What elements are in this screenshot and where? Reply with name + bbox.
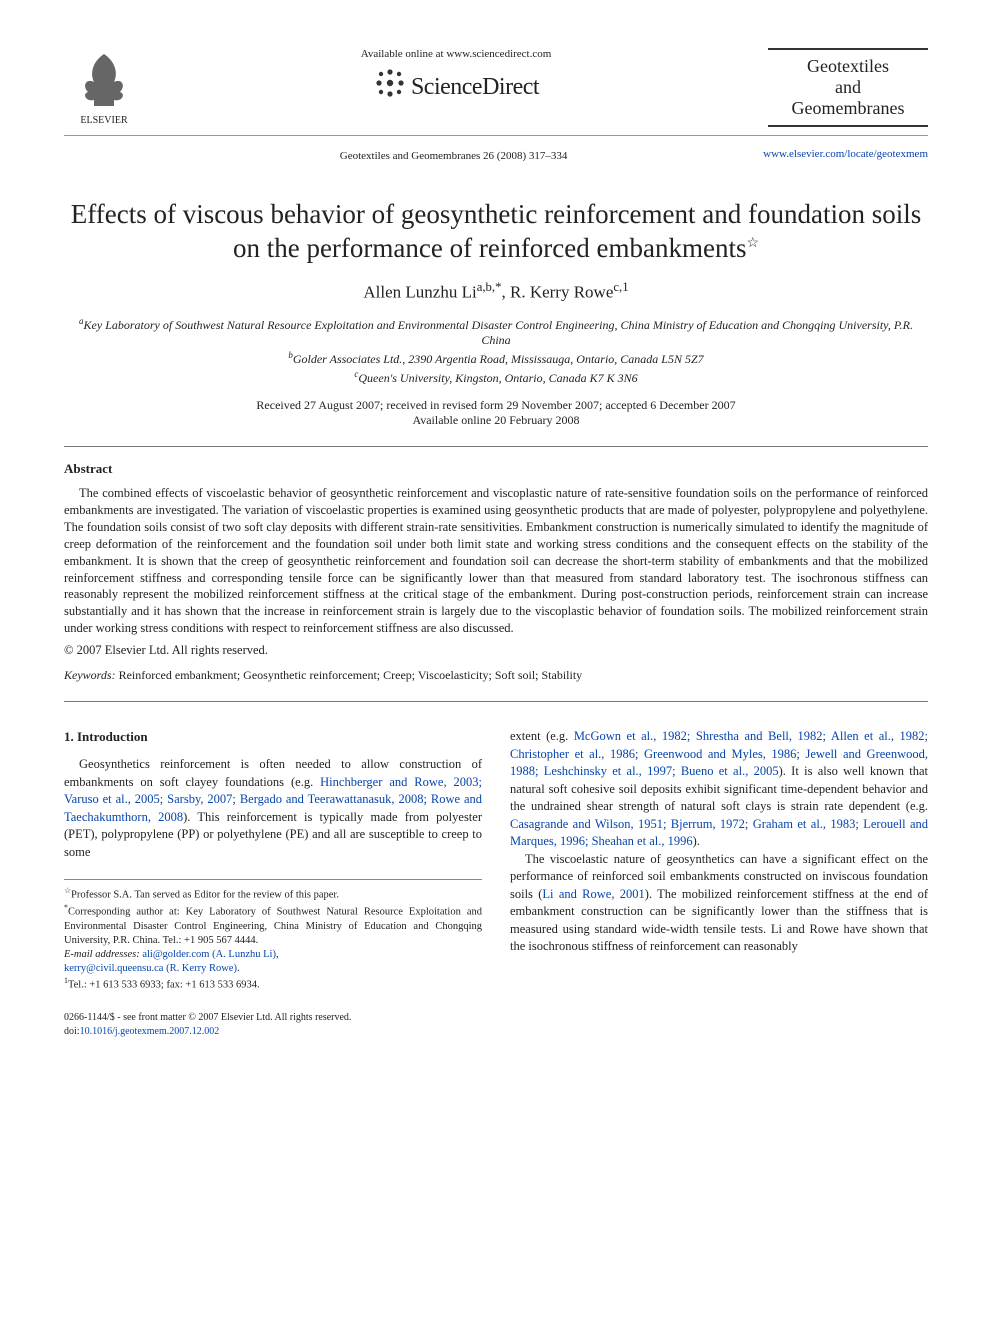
affiliation-c: cQueen's University, Kingston, Ontario, … (64, 369, 928, 386)
journal-name-l3: Geomembranes (772, 98, 924, 119)
author-2: , R. Kerry Rowe (501, 282, 613, 301)
keywords-text: Reinforced embankment; Geosynthetic rein… (116, 668, 583, 682)
elsevier-text: ELSEVIER (64, 115, 144, 126)
section-1-heading: 1. Introduction (64, 728, 482, 746)
journal-title-box: Geotextiles and Geomembranes (768, 48, 928, 127)
affiliation-b: bGolder Associates Ltd., 2390 Argentia R… (64, 350, 928, 367)
dates-received: Received 27 August 2007; received in rev… (64, 398, 928, 413)
issn-line: 0266-1144/$ - see front matter © 2007 El… (64, 1011, 482, 1025)
keywords-label: Keywords: (64, 668, 116, 682)
col2-refs-2[interactable]: Casagrande and Wilson, 1951; Bjerrum, 19… (510, 817, 928, 849)
column-right: extent (e.g. McGown et al., 1982; Shrest… (510, 728, 928, 1039)
footer-id-block: 0266-1144/$ - see front matter © 2007 El… (64, 1011, 482, 1039)
elsevier-logo: ELSEVIER (64, 48, 144, 126)
author-1-sup: a,b,* (477, 280, 502, 294)
doi-link[interactable]: 10.1016/j.geotexmem.2007.12.002 (80, 1026, 220, 1037)
rule-bottom (64, 701, 928, 702)
article-title: Effects of viscous behavior of geosynthe… (64, 198, 928, 266)
doi-line: doi:10.1016/j.geotexmem.2007.12.002 (64, 1025, 482, 1039)
footnotes-block: ☆Professor S.A. Tan served as Editor for… (64, 879, 482, 993)
tree-icon (72, 48, 136, 112)
journal-name-l2: and (772, 77, 924, 98)
email-1[interactable]: ali@golder.com (A. Lunzhu Li) (142, 949, 276, 960)
affiliation-a: aKey Laboratory of Southwest Natural Res… (64, 316, 928, 348)
journal-name-l1: Geotextiles (772, 56, 924, 77)
copyright-line: © 2007 Elsevier Ltd. All rights reserved… (64, 643, 928, 658)
email-2[interactable]: kerry@civil.queensu.ca (R. Kerry Rowe) (64, 963, 237, 974)
header-region: ELSEVIER Available online at www.science… (64, 48, 928, 136)
sd-dots-icon (373, 66, 407, 100)
journal-box-wrap: Geotextiles and Geomembranes (768, 48, 928, 127)
dates-online: Available online 20 February 2008 (64, 413, 928, 428)
col2-refs-3[interactable]: Li and Rowe, 2001 (542, 887, 644, 901)
sciencedirect-logo: ScienceDirect (144, 66, 768, 101)
footnote-editor: ☆Professor S.A. Tan served as Editor for… (64, 886, 482, 903)
abstract-body: The combined effects of viscoelastic beh… (64, 485, 928, 637)
footnote-tel: 1Tel.: +1 613 533 6933; fax: +1 613 533 … (64, 976, 482, 993)
sciencedirect-text: ScienceDirect (411, 74, 539, 100)
rule-top (64, 446, 928, 447)
column-left: 1. Introduction Geosynthetics reinforcem… (64, 728, 482, 1039)
footnote-corresponding: *Corresponding author at: Key Laboratory… (64, 903, 482, 948)
footnote-email: E-mail addresses: ali@golder.com (A. Lun… (64, 948, 482, 962)
authors-line: Allen Lunzhu Lia,b,*, R. Kerry Rowec,1 (64, 280, 928, 303)
sciencedirect-block: Available online at www.sciencedirect.co… (144, 48, 768, 101)
title-footnote-star: ☆ (746, 236, 759, 251)
header-mid: Geotextiles and Geomembranes 26 (2008) 3… (64, 144, 928, 162)
journal-ref: Geotextiles and Geomembranes 26 (2008) 3… (144, 150, 763, 162)
author-2-sup: c,1 (613, 280, 628, 294)
col1-para-1: Geosynthetics reinforcement is often nee… (64, 756, 482, 861)
keywords-line: Keywords: Reinforced embankment; Geosynt… (64, 668, 928, 683)
col2-para-2: The viscoelastic nature of geosynthetics… (510, 851, 928, 956)
dates-block: Received 27 August 2007; received in rev… (64, 398, 928, 428)
author-1: Allen Lunzhu Li (363, 282, 476, 301)
col2-para-1: extent (e.g. McGown et al., 1982; Shrest… (510, 728, 928, 851)
two-column-body: 1. Introduction Geosynthetics reinforcem… (64, 728, 928, 1039)
journal-link[interactable]: www.elsevier.com/locate/geotexmem (763, 148, 928, 160)
available-online-text: Available online at www.sciencedirect.co… (144, 48, 768, 60)
abstract-heading: Abstract (64, 461, 928, 477)
